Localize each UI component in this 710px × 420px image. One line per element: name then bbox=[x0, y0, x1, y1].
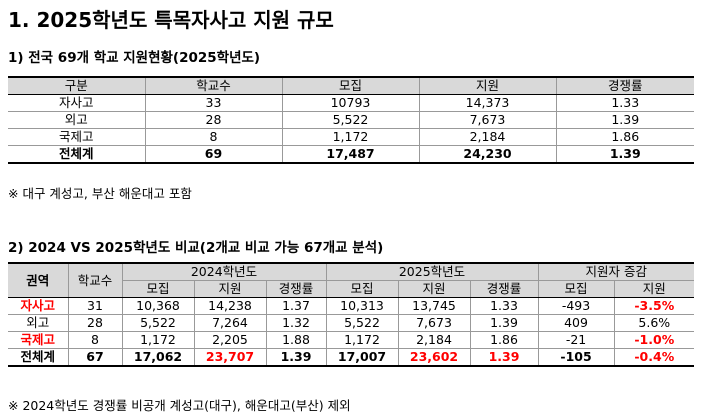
header-type: 구분 bbox=[8, 76, 146, 95]
header-recruit: 모집 bbox=[281, 76, 420, 95]
table-header-row: 구분 학교수 모집 지원 경쟁률 bbox=[8, 76, 694, 95]
cell: 33 bbox=[144, 94, 283, 112]
table-row: 외고 28 5,522 7,673 1.39 bbox=[8, 111, 694, 129]
cell: 69 bbox=[144, 145, 283, 164]
header-applicants: 지원 bbox=[418, 76, 557, 95]
header-2024-recruit: 모집 bbox=[122, 280, 195, 298]
cell: 자사고 bbox=[8, 297, 69, 315]
cell: 1.39 bbox=[555, 145, 694, 164]
header-2025-recruit: 모집 bbox=[325, 280, 399, 298]
header-change-recruit: 모집 bbox=[537, 280, 615, 298]
cell: -0.4% bbox=[613, 348, 695, 367]
table-group-header-row: 권역 학교수 2024학년도 2025학년도 지원자 증감 bbox=[8, 262, 695, 298]
header-change-applicants: 지원 bbox=[613, 280, 695, 298]
table-row: 자사고 31 10,368 14,238 1.37 10,313 13,745 … bbox=[8, 297, 695, 315]
cell: 10793 bbox=[281, 94, 420, 112]
section2-note: ※ 2024학년도 경쟁률 비공개 계성고(대구), 해운대고(부산) 제외 bbox=[8, 398, 351, 413]
header-2025-applicants: 지원 bbox=[397, 280, 471, 298]
cell: 67 bbox=[67, 348, 123, 367]
page-title: 1. 2025학년도 특목자사고 지원 규모 bbox=[8, 8, 334, 32]
cell: 17,007 bbox=[325, 348, 399, 367]
cell: 8 bbox=[67, 331, 123, 349]
cell: 1,172 bbox=[325, 331, 399, 349]
cell: 2,184 bbox=[397, 331, 471, 349]
cell: 1,172 bbox=[281, 128, 420, 146]
cell: 외고 bbox=[8, 111, 146, 129]
cell: -493 bbox=[537, 297, 615, 315]
cell: 7,264 bbox=[193, 314, 267, 332]
cell: 23,707 bbox=[193, 348, 267, 367]
cell: 17,062 bbox=[121, 348, 195, 367]
cell: 국제고 bbox=[8, 128, 146, 146]
table-row: 국제고 8 1,172 2,205 1.88 1,172 2,184 1.86 … bbox=[8, 331, 695, 349]
cell: 국제고 bbox=[8, 331, 69, 349]
table-row: 자사고 33 10793 14,373 1.33 bbox=[8, 94, 694, 112]
header-2024-applicants: 지원 bbox=[193, 280, 267, 298]
cell: 13,745 bbox=[397, 297, 471, 315]
national-support-table: 구분 학교수 모집 지원 경쟁률 자사고 33 10793 14,373 1.3… bbox=[8, 76, 694, 164]
cell: 28 bbox=[144, 111, 283, 129]
cell: 1.39 bbox=[555, 111, 694, 129]
cell: 1.39 bbox=[469, 314, 539, 332]
cell: 5.6% bbox=[613, 314, 695, 332]
header-ratio: 경쟁률 bbox=[555, 76, 694, 95]
cell: 1.37 bbox=[265, 297, 327, 315]
table-total-row: 전체계 69 17,487 24,230 1.39 bbox=[8, 145, 694, 164]
table-row: 국제고 8 1,172 2,184 1.86 bbox=[8, 128, 694, 146]
cell: 23,602 bbox=[397, 348, 471, 367]
table-row: 외고 28 5,522 7,264 1.32 5,522 7,673 1.39 … bbox=[8, 314, 695, 332]
header-group-2024: 2024학년도 bbox=[121, 262, 327, 281]
cell: 14,373 bbox=[418, 94, 557, 112]
cell: 7,673 bbox=[418, 111, 557, 129]
header-group-2025: 2025학년도 bbox=[325, 262, 539, 281]
cell: 자사고 bbox=[8, 94, 146, 112]
cell: 1.86 bbox=[555, 128, 694, 146]
cell: 14,238 bbox=[193, 297, 267, 315]
header-schools: 학교수 bbox=[144, 76, 283, 95]
cell: 전체계 bbox=[8, 145, 146, 164]
cell: 전체계 bbox=[8, 348, 69, 367]
table-sub-header-row: 모집 지원 경쟁률 모집 지원 경쟁률 모집 지원 bbox=[8, 280, 695, 298]
cell: 5,522 bbox=[121, 314, 195, 332]
header-2024-ratio: 경쟁률 bbox=[265, 280, 327, 298]
cell: 24,230 bbox=[418, 145, 557, 164]
header-group-change: 지원자 증감 bbox=[537, 262, 695, 281]
cell: 1.88 bbox=[265, 331, 327, 349]
cell: 5,522 bbox=[281, 111, 420, 129]
cell: 31 bbox=[67, 297, 123, 315]
cell: 28 bbox=[67, 314, 123, 332]
cell: -105 bbox=[537, 348, 615, 367]
table-total-row: 전체계 67 17,062 23,707 1.39 17,007 23,602 … bbox=[8, 348, 695, 367]
cell: 10,368 bbox=[121, 297, 195, 315]
header-region: 권역 bbox=[8, 262, 69, 298]
cell: 1.33 bbox=[469, 297, 539, 315]
cell: 외고 bbox=[8, 314, 69, 332]
section1-heading: 1) 전국 69개 학교 지원현황(2025학년도) bbox=[8, 50, 261, 66]
cell: 2,184 bbox=[418, 128, 557, 146]
cell: 1.39 bbox=[469, 348, 539, 367]
cell: 5,522 bbox=[325, 314, 399, 332]
header-schools: 학교수 bbox=[67, 262, 123, 298]
cell: 17,487 bbox=[281, 145, 420, 164]
cell: 1.33 bbox=[555, 94, 694, 112]
cell: 1,172 bbox=[121, 331, 195, 349]
cell: 10,313 bbox=[325, 297, 399, 315]
cell: -21 bbox=[537, 331, 615, 349]
cell: 8 bbox=[144, 128, 283, 146]
cell: -1.0% bbox=[613, 331, 695, 349]
cell: 1.86 bbox=[469, 331, 539, 349]
comparison-table: 권역 학교수 2024학년도 2025학년도 지원자 증감 모집 지원 경쟁률 … bbox=[8, 262, 695, 367]
cell: 409 bbox=[537, 314, 615, 332]
cell: 1.39 bbox=[265, 348, 327, 367]
section2-heading: 2) 2024 VS 2025학년도 비교(2개교 비교 가능 67개교 분석) bbox=[8, 240, 384, 256]
cell: 7,673 bbox=[397, 314, 471, 332]
cell: 1.32 bbox=[265, 314, 327, 332]
cell: -3.5% bbox=[613, 297, 695, 315]
cell: 2,205 bbox=[193, 331, 267, 349]
header-2025-ratio: 경쟁률 bbox=[469, 280, 539, 298]
section1-note: ※ 대구 계성고, 부산 해운대고 포함 bbox=[8, 186, 192, 201]
